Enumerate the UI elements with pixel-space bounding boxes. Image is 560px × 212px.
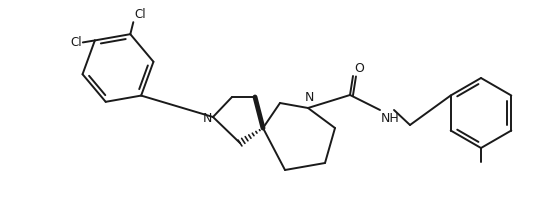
Text: Cl: Cl — [70, 36, 82, 49]
Text: NH: NH — [381, 112, 400, 125]
Text: N: N — [203, 112, 212, 124]
Text: O: O — [354, 62, 364, 75]
Text: N: N — [304, 91, 314, 104]
Text: Cl: Cl — [134, 8, 146, 21]
